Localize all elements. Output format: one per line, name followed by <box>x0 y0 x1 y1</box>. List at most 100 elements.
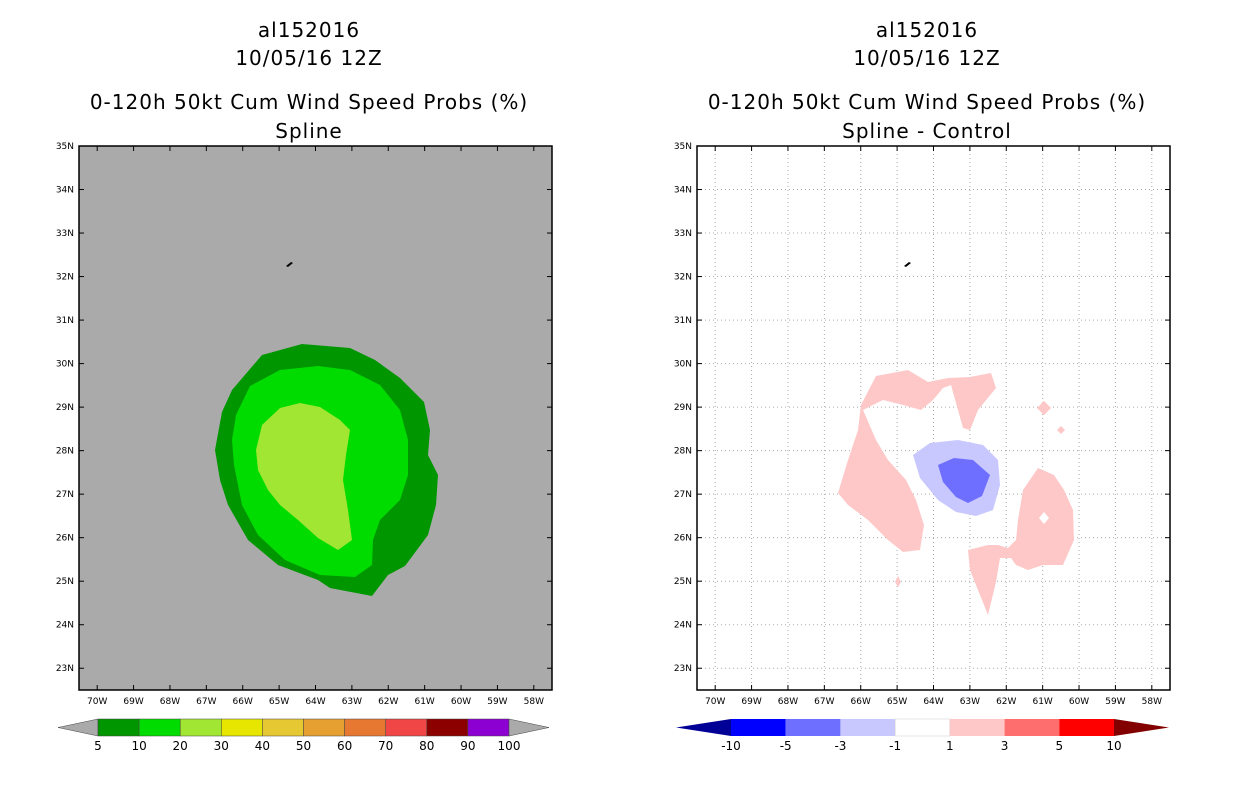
bermuda-island <box>904 262 911 267</box>
lat-label: 29N <box>56 403 74 413</box>
lat-label: 26N <box>56 534 74 544</box>
colorbar-label: -3 <box>834 739 846 753</box>
left-lon-labels: 70W 69W 68W 67W 66W 65W 64W 63W 62W 61W 60W 59W 58W <box>87 146 544 707</box>
diff-negative-region-inner <box>938 458 990 503</box>
lat-label: 26N <box>674 534 692 544</box>
lat-label: 27N <box>674 490 692 500</box>
lat-label: 24N <box>674 621 692 631</box>
lon-label: 70W <box>87 697 107 707</box>
colorbar-segment <box>949 719 1005 736</box>
colorbar-label: 80 <box>419 739 434 753</box>
colorbar-segment <box>840 719 896 736</box>
left-lat-labels: 35N 34N 33N 32N 31N 30N 29N 28N 27N 26N 25N 24N 23N <box>56 142 552 674</box>
lat-label: 28N <box>56 447 74 457</box>
lat-label: 30N <box>674 360 692 370</box>
colorbar-segment <box>894 718 951 737</box>
colorbar-label: 40 <box>255 739 270 753</box>
right-colorbar: -10 -5 -3 -1 1 3 5 10 <box>676 718 1169 753</box>
colorbar-label: 20 <box>173 739 188 753</box>
lon-label: 69W <box>123 697 143 707</box>
right-title-method: Spline - Control <box>842 119 1012 143</box>
left-title-date: 10/05/16 12Z <box>235 46 383 70</box>
left-title-product: 0-120h 50kt Cum Wind Speed Probs (%) <box>89 90 529 114</box>
lon-label: 63W <box>342 697 362 707</box>
colorbar-label: 90 <box>460 739 475 753</box>
colorbar-label: 3 <box>1001 739 1009 753</box>
lat-label: 31N <box>56 316 74 326</box>
lat-label: 30N <box>56 360 74 370</box>
diff-positive-speck-1 <box>1037 401 1051 415</box>
left-title-storm: al152016 <box>257 18 361 42</box>
colorbar-label: 5 <box>1055 739 1063 753</box>
colorbar-label: 50 <box>296 739 311 753</box>
colorbar-segment <box>262 718 304 737</box>
lon-label: 61W <box>414 697 434 707</box>
diff-positive-speck-2 <box>1057 426 1065 434</box>
lat-label: 33N <box>674 229 692 239</box>
right-lat-labels: 35N 34N 33N 32N 31N 30N 29N 28N 27N 26N 25N 24N 23N <box>674 142 1170 674</box>
lon-label: 70W <box>705 697 725 707</box>
lat-label: 34N <box>56 186 74 196</box>
colorbar-segment <box>785 719 841 736</box>
lat-label: 35N <box>674 142 692 152</box>
lon-label: 58W <box>1142 697 1162 707</box>
lon-label: 65W <box>887 697 907 707</box>
colorbar-label: 30 <box>214 739 229 753</box>
colorbar-label: 100 <box>498 739 521 753</box>
right-title-date: 10/05/16 12Z <box>853 46 1001 70</box>
left-map-svg: 35N34N33N32N31N30N29N28N27N26N25N24N23N … <box>56 142 553 753</box>
lon-label: 65W <box>269 697 289 707</box>
lon-label: 67W <box>814 697 834 707</box>
lat-label: 31N <box>674 316 692 326</box>
lat-label: 25N <box>674 577 692 587</box>
lon-label: 66W <box>851 697 871 707</box>
colorbar-segment <box>426 718 469 737</box>
lon-label: 67W <box>196 697 216 707</box>
lat-label: 32N <box>56 273 74 283</box>
lon-label: 60W <box>1069 697 1089 707</box>
lon-label: 62W <box>996 697 1016 707</box>
colorbar-segment <box>179 718 222 737</box>
colorbar-label: 70 <box>378 739 393 753</box>
lon-label: 64W <box>923 697 943 707</box>
left-title-method: Spline <box>275 119 343 143</box>
lat-label: 24N <box>56 621 74 631</box>
lon-label: 68W <box>778 697 798 707</box>
lon-label: 59W <box>1105 697 1125 707</box>
colorbar-segment <box>1004 719 1060 736</box>
colorbar-left-arrow <box>57 718 99 737</box>
colorbar-label: -5 <box>780 739 792 753</box>
diff-positive-region-south <box>968 468 1074 615</box>
colorbar-segment <box>138 718 181 737</box>
lat-label: 35N <box>56 142 74 152</box>
colorbar-segment <box>731 719 786 736</box>
lat-label: 33N <box>56 229 74 239</box>
lat-label: 23N <box>56 664 74 674</box>
lat-label: 25N <box>56 577 74 587</box>
lon-label: 61W <box>1032 697 1052 707</box>
colorbar-label: 5 <box>94 739 102 753</box>
colorbar-segment <box>303 718 345 737</box>
lon-label: 59W <box>487 697 507 707</box>
lon-label: 63W <box>960 697 980 707</box>
right-title-storm: al152016 <box>875 18 979 42</box>
colorbar-label: 10 <box>131 739 146 753</box>
right-panel: al152016 10/05/16 12Z 0-120h 50kt Cum Wi… <box>618 0 1236 800</box>
colorbar-segment <box>1059 719 1114 736</box>
lon-label: 62W <box>378 697 398 707</box>
colorbar-right-arrow <box>508 718 550 737</box>
right-map-svg: 35N34N33N32N31N30N29N28N27N26N25N24N23N … <box>674 142 1171 753</box>
diff-zero-hole <box>1039 512 1049 524</box>
left-colorbar: 5 10 20 30 40 50 60 70 80 90 100 <box>57 718 550 753</box>
colorbar-segment <box>221 718 263 737</box>
colorbar-label: 10 <box>1106 739 1121 753</box>
lon-label: 64W <box>305 697 325 707</box>
colorbar-segment <box>344 718 386 737</box>
colorbar-left-arrow <box>676 719 731 736</box>
diff-positive-speck-3 <box>895 576 901 587</box>
lat-label: 34N <box>674 186 692 196</box>
lon-label: 58W <box>524 697 544 707</box>
diff-positive-region-north <box>838 370 996 552</box>
colorbar-segment <box>467 718 510 737</box>
right-title-product: 0-120h 50kt Cum Wind Speed Probs (%) <box>707 90 1147 114</box>
